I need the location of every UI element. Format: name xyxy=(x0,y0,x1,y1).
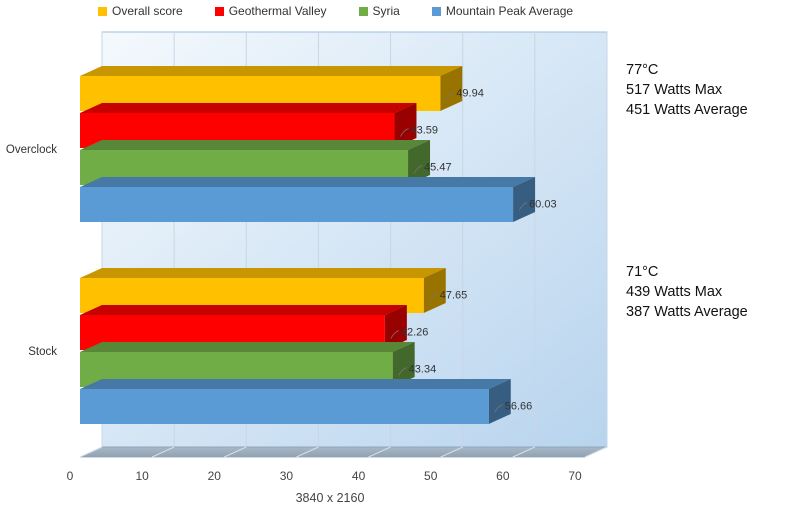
data-label: 56.66 xyxy=(505,401,533,413)
label-leader xyxy=(398,367,407,376)
x-tick-label: 0 xyxy=(67,469,74,483)
legend-swatch xyxy=(214,6,224,16)
data-label: 42.26 xyxy=(401,327,429,339)
label-leader xyxy=(494,404,503,413)
x-tick-label: 10 xyxy=(135,469,149,483)
bar-top-face xyxy=(80,66,463,76)
bar-side-face xyxy=(513,177,536,222)
legend-item: Geothermal Valley xyxy=(214,4,327,18)
floor-gridline xyxy=(512,446,536,458)
bar-side-face xyxy=(423,268,446,313)
legend-label: Syria xyxy=(372,4,400,18)
data-label: 43.59 xyxy=(410,125,438,137)
bar xyxy=(80,379,511,424)
label-leader xyxy=(445,91,455,100)
legend-swatch xyxy=(431,6,441,16)
floor-gridline xyxy=(79,446,103,458)
bar-side-face xyxy=(488,379,511,424)
annotation-line: 71°C xyxy=(626,264,659,280)
bar-top-face xyxy=(80,342,415,352)
x-tick-label: 20 xyxy=(208,469,222,483)
data-label: 60.03 xyxy=(529,199,557,211)
bar-top-face xyxy=(80,103,417,113)
x-tick-label: 40 xyxy=(352,469,366,483)
bar-top-face xyxy=(80,268,446,278)
floor-gridline xyxy=(440,446,463,458)
x-tick-label: 50 xyxy=(424,469,438,483)
legend-item: Syria xyxy=(358,4,400,18)
bar-side-face xyxy=(394,103,417,148)
label-leader xyxy=(390,330,400,339)
label-leader xyxy=(429,293,438,302)
floor-gridline xyxy=(224,446,247,458)
annotation-line: 77°C xyxy=(626,62,659,78)
bar-front-face xyxy=(80,187,514,222)
x-axis-title: 3840 x 2160 xyxy=(296,491,365,505)
bar-front-face xyxy=(80,389,489,424)
x-tick-label: 70 xyxy=(568,469,582,483)
data-label: 45.47 xyxy=(424,162,452,174)
bar-side-face xyxy=(392,342,415,387)
floor xyxy=(79,446,608,458)
x-tick-label: 60 xyxy=(496,469,510,483)
bar-top-face xyxy=(80,140,431,150)
category-label: Stock xyxy=(28,346,57,358)
legend: Overall score Geothermal Valley Syria Mount… xyxy=(98,4,605,18)
floor-gridline xyxy=(296,446,319,458)
legend-item: Overall score xyxy=(98,4,183,18)
annotation-line: 439 Watts Max xyxy=(626,284,723,300)
legend-label: Mountain Peak Average xyxy=(445,4,574,18)
category-label: Overclock xyxy=(6,144,57,156)
legend-label: Geothermal Valley xyxy=(228,4,327,18)
bar-top-face xyxy=(80,177,536,187)
floor-gridline xyxy=(368,446,391,458)
legend-label: Overall score xyxy=(112,4,183,18)
side-annotation: 77°C 517 Watts Max 451 Watts Average xyxy=(626,60,748,120)
bar-top-face xyxy=(80,379,511,389)
annotation-line: 451 Watts Average xyxy=(626,102,748,118)
legend-item: Mountain Peak Average xyxy=(431,4,574,18)
data-label: 47.65 xyxy=(440,290,468,302)
label-leader xyxy=(400,128,409,137)
bar-side-face xyxy=(408,140,431,185)
floor-gridline xyxy=(151,446,175,458)
data-label: 43.34 xyxy=(409,364,437,376)
legend-swatch xyxy=(358,6,368,16)
side-annotation: 71°C 439 Watts Max 387 Watts Average xyxy=(626,262,748,322)
bar xyxy=(80,177,536,222)
legend-swatch xyxy=(98,6,107,16)
bar-side-face xyxy=(440,66,463,111)
label-leader xyxy=(413,165,423,174)
bar-top-face xyxy=(80,305,407,315)
label-leader xyxy=(518,202,528,211)
data-label: 49.94 xyxy=(456,88,484,100)
floor-gridline xyxy=(584,446,608,458)
annotation-line: 387 Watts Average xyxy=(626,304,748,320)
x-tick-label: 30 xyxy=(280,469,294,483)
bar-side-face xyxy=(384,305,407,350)
annotation-line: 517 Watts Max xyxy=(626,82,723,98)
